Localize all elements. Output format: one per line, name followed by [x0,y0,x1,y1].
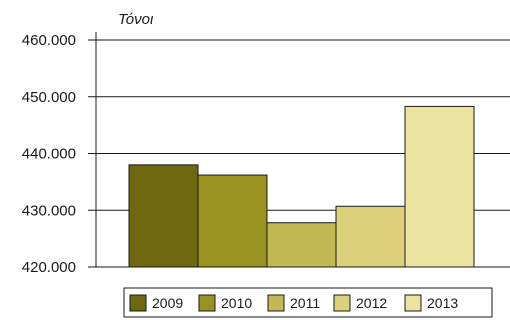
y-tick-label: 460.000 [22,32,76,49]
legend-frame [123,287,493,318]
bar-2009 [128,164,199,268]
legend-label-2013: 2013 [427,295,458,311]
bar-2011 [266,222,337,268]
legend-label-2012: 2012 [356,295,387,311]
legend-swatch-2012 [333,294,351,312]
legend-swatch-2010 [198,294,216,312]
legend: 2009 2010 2011 2012 2013 [123,287,493,318]
legend-label-2010: 2010 [221,295,252,311]
y-unit-label: Τόνοι [118,11,154,28]
y-tick-label: 430.000 [22,202,76,219]
legend-label-2011: 2011 [290,295,320,311]
legend-swatch-2011 [267,294,285,312]
y-tick-label: 440.000 [22,146,76,163]
bar-2013 [404,105,475,268]
y-tick-label: 420.000 [22,259,76,276]
legend-swatch-2009 [129,294,147,312]
legend-label-2009: 2009 [152,295,183,311]
bar-2010 [197,174,268,268]
y-tick-label: 450.000 [22,89,76,106]
y-tick-labels: 420.000 430.000 440.000 450.000 460.000 [22,32,76,276]
bar-2012 [335,205,406,268]
bars [128,105,475,268]
legend-swatch-2013 [404,294,422,312]
